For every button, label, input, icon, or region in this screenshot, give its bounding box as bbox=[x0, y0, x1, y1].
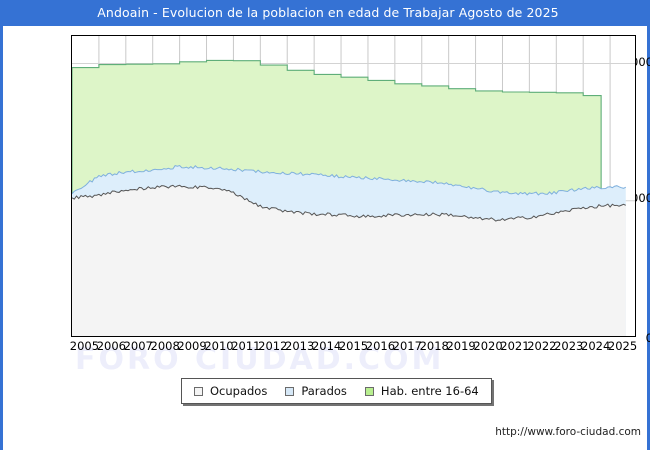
x-axis-tick-2012: 2012 bbox=[258, 339, 288, 353]
y-axis-tick-0: 0 bbox=[645, 331, 650, 345]
x-axis-tick-2013: 2013 bbox=[285, 339, 315, 353]
x-axis-tick-2020: 2020 bbox=[473, 339, 503, 353]
x-axis-tick-2007: 2007 bbox=[123, 339, 153, 353]
legend-label: Ocupados bbox=[210, 384, 268, 398]
series-line-ocupados bbox=[72, 184, 627, 222]
x-axis-tick-2021: 2021 bbox=[500, 339, 530, 353]
legend-entry-0[interactable]: Ocupados bbox=[194, 384, 267, 398]
plot-area bbox=[71, 35, 636, 337]
legend-label: Parados bbox=[301, 384, 347, 398]
series-area-ocupados bbox=[72, 185, 626, 336]
x-axis-tick-2016: 2016 bbox=[365, 339, 396, 353]
legend-entry-2[interactable]: Hab. entre 16-64 bbox=[364, 384, 479, 398]
x-axis-tick-2018: 2018 bbox=[419, 339, 449, 353]
x-axis-tick-2023: 2023 bbox=[554, 339, 584, 353]
x-axis-ticks: 2005 2006 2007 2008 2009 2010 2011 2012 2013 2014… bbox=[69, 339, 638, 357]
legend-swatch-icon bbox=[364, 386, 374, 396]
chart-container: FORO CIUDAD.COM 10.000 5.000 0 200520062… bbox=[3, 26, 650, 450]
x-axis-tick-2025: 2025 bbox=[607, 339, 638, 353]
x-axis-tick-2006: 2006 bbox=[96, 339, 126, 353]
x-axis-tick-2024: 2024 bbox=[581, 339, 611, 353]
legend-label: Hab. entre 16-64 bbox=[380, 384, 479, 398]
chart-legend: Ocupados Parados Hab. entre 16-64 bbox=[181, 378, 492, 404]
x-axis-tick-2022: 2022 bbox=[527, 339, 557, 353]
chart-plot-svg bbox=[72, 36, 635, 336]
x-axis-tick-2017: 2017 bbox=[392, 339, 422, 353]
data-series-group bbox=[72, 59, 627, 336]
x-axis-tick-2008: 2008 bbox=[150, 339, 180, 353]
x-axis-tick-2014: 2014 bbox=[311, 339, 342, 353]
legend-swatch-icon bbox=[285, 386, 295, 396]
x-axis-tick-2005: 2005 bbox=[69, 339, 100, 353]
series-line-parados bbox=[72, 164, 627, 196]
x-axis-tick-2010: 2010 bbox=[204, 339, 234, 353]
source-url: http://www.foro-ciudad.com bbox=[495, 426, 641, 438]
window-title: Andoain - Evolucion de la poblacion en e… bbox=[3, 0, 650, 26]
x-axis-tick-2019: 2019 bbox=[446, 339, 476, 353]
x-axis-tick-2011: 2011 bbox=[231, 339, 261, 353]
x-axis-tick-2009: 2009 bbox=[177, 339, 207, 353]
legend-entry-1[interactable]: Parados bbox=[285, 384, 347, 398]
x-axis-tick-2015: 2015 bbox=[338, 339, 369, 353]
legend-swatch-icon bbox=[194, 386, 203, 396]
